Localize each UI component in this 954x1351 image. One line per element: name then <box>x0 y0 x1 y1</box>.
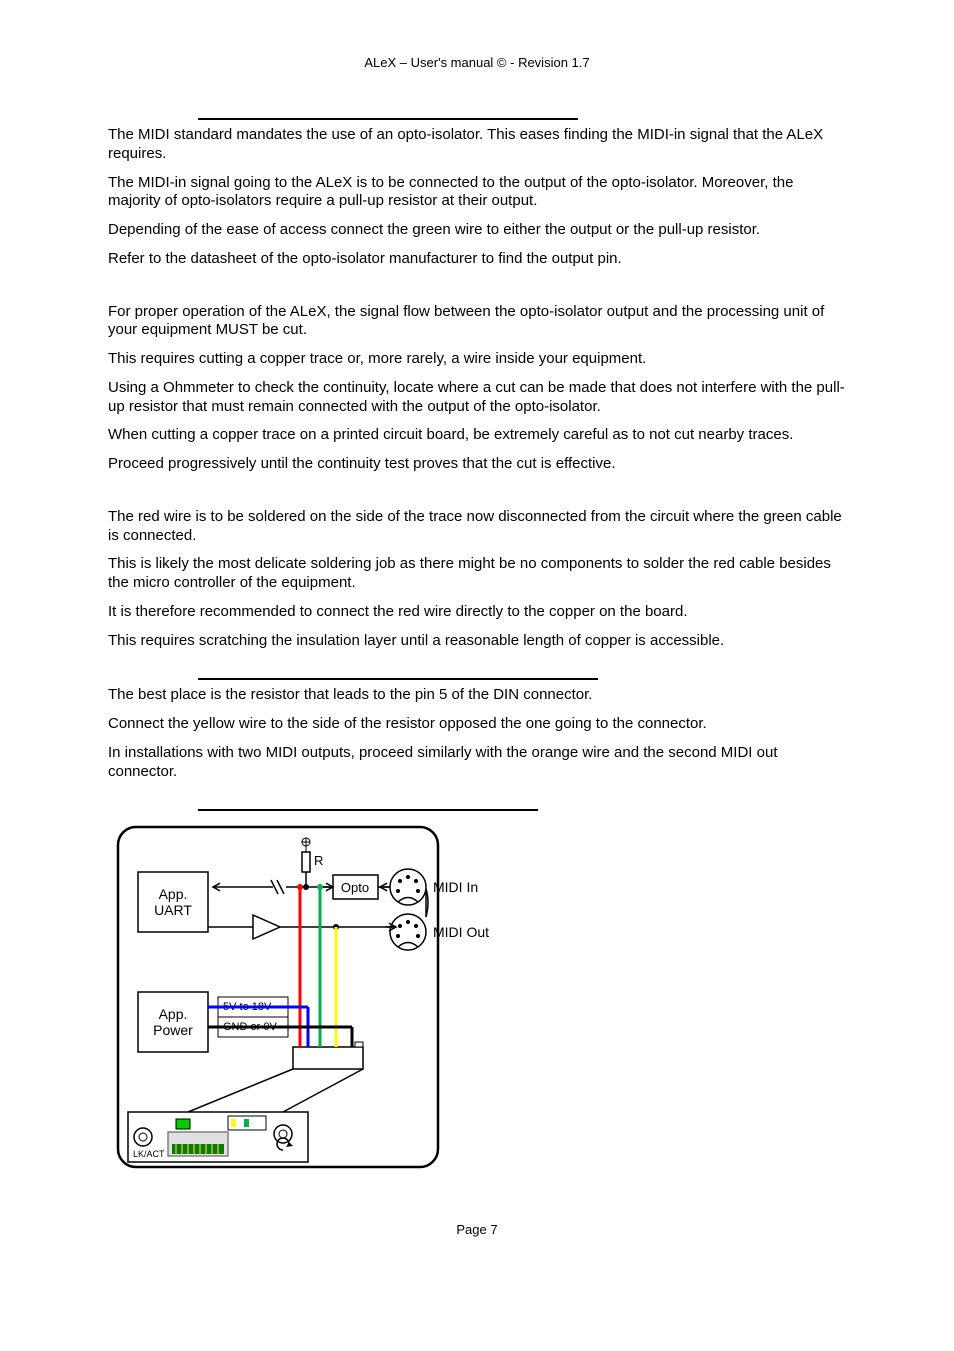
wiring-diagram: App.UARTApp.Power5V to 18VGND or 0VROpto… <box>108 817 846 1182</box>
svg-text:R: R <box>314 853 323 868</box>
para-12: It is therefore recommended to connect t… <box>108 603 846 622</box>
section-rule-1 <box>198 118 578 120</box>
para-16: In installations with two MIDI outputs, … <box>108 744 846 782</box>
para-8: When cutting a copper trace on a printed… <box>108 426 846 445</box>
page-header: ALeX – User's manual © - Revision 1.7 <box>108 55 846 70</box>
svg-text:MIDI In: MIDI In <box>433 879 478 895</box>
page-footer: Page 7 <box>108 1222 846 1237</box>
svg-text:App.: App. <box>159 886 188 902</box>
para-4: Refer to the datasheet of the opto-isola… <box>108 250 846 269</box>
section-rule-2 <box>198 678 598 680</box>
para-3: Depending of the ease of access connect … <box>108 221 846 240</box>
svg-text:Opto: Opto <box>341 880 369 895</box>
para-14: The best place is the resistor that lead… <box>108 686 846 705</box>
para-13: This requires scratching the insulation … <box>108 632 846 651</box>
para-10: The red wire is to be soldered on the si… <box>108 508 846 546</box>
svg-text:App.: App. <box>159 1006 188 1022</box>
svg-text:LK/ACT: LK/ACT <box>133 1149 165 1159</box>
para-1: The MIDI standard mandates the use of an… <box>108 126 846 164</box>
para-6: This requires cutting a copper trace or,… <box>108 350 846 369</box>
para-5: For proper operation of the ALeX, the si… <box>108 303 846 341</box>
svg-text:UART: UART <box>154 902 192 918</box>
para-2: The MIDI-in signal going to the ALeX is … <box>108 174 846 212</box>
svg-text:MIDI Out: MIDI Out <box>433 924 489 940</box>
para-15: Connect the yellow wire to the side of t… <box>108 715 846 734</box>
para-11: This is likely the most delicate solderi… <box>108 555 846 593</box>
para-7: Using a Ohmmeter to check the continuity… <box>108 379 846 417</box>
para-9: Proceed progressively until the continui… <box>108 455 846 474</box>
svg-text:Power: Power <box>153 1022 193 1038</box>
section-rule-3 <box>198 809 538 811</box>
